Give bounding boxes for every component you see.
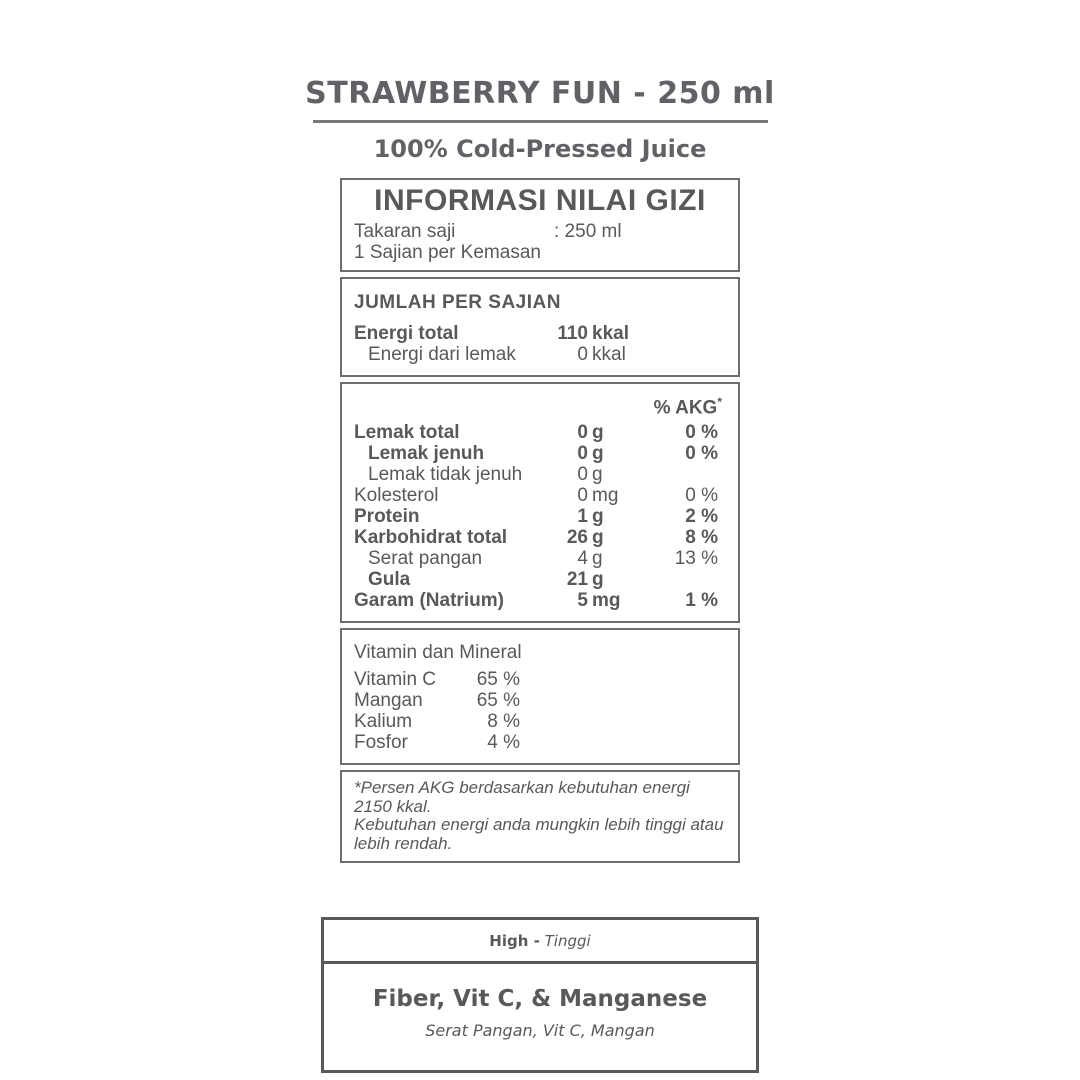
nutrient-unit: mg	[592, 590, 621, 612]
nutrient-pct: 1 %	[685, 590, 718, 612]
highlight-header-indonesian: Tinggi	[544, 932, 591, 951]
nutrient-unit: kkal	[592, 323, 629, 344]
serving-size-value: : 250 ml	[554, 221, 622, 242]
vitamin-row: Kalium 8 %	[354, 711, 726, 732]
vitamins-heading: Vitamin dan Mineral	[354, 642, 522, 664]
nutrient-row: Karbohidrat total 26 g 8 %	[354, 527, 726, 548]
vitamin-row: Fosfor 4 %	[354, 732, 726, 753]
nutrient-unit: g	[592, 506, 604, 528]
servings-per-pack: 1 Sajian per Kemasan	[354, 242, 541, 263]
nutrient-row: Serat pangan 4 g 13 %	[354, 548, 726, 569]
vitamin-pct: 8 %	[487, 711, 520, 733]
nutrient-value: 110	[557, 323, 588, 344]
highlight-body: Fiber, Vit C, & Manganese Serat Pangan, …	[324, 964, 756, 1070]
vitamin-row: Vitamin C 65 %	[354, 669, 726, 690]
akg-box: % AKG* Lemak total 0 g 0 % Lemak jenuh 0…	[340, 382, 740, 624]
serving-size-label: Takaran saji	[354, 221, 456, 242]
nutrient-value: 1	[577, 506, 588, 528]
nutrient-unit: g	[592, 527, 604, 549]
vitamin-pct: 4 %	[487, 732, 520, 754]
nutrient-unit: g	[592, 443, 604, 465]
nutrient-label: Kolesterol	[354, 485, 439, 507]
nutrient-unit: g	[592, 569, 604, 591]
product-title: STRAWBERRY FUN - 250 ml	[305, 76, 775, 111]
nutrient-label: Garam (Natrium)	[354, 590, 504, 612]
nutrient-value: 21	[566, 569, 588, 591]
nutrient-pct: 0 %	[685, 443, 718, 465]
nutrient-row: Energi total 110 kkal	[354, 323, 726, 344]
nutrient-label: Lemak jenuh	[368, 443, 485, 465]
nutrient-row: Lemak total 0 g 0 %	[354, 422, 726, 443]
nutrient-label: Lemak tidak jenuh	[368, 464, 523, 486]
per-serving-box: JUMLAH PER SAJIAN Energi total 110 kkal …	[340, 277, 740, 377]
nutrient-row: Lemak jenuh 0 g 0 %	[354, 443, 726, 464]
nutrient-pct: 8 %	[685, 527, 718, 549]
nutrient-row: Gula 21 g	[354, 569, 726, 590]
nutrient-label: Energi dari lemak	[368, 344, 516, 365]
vitamin-pct: 65 %	[476, 669, 520, 691]
nutrient-pct: 13 %	[674, 548, 718, 570]
vitamin-row: Mangan 65 %	[354, 690, 726, 711]
vitamin-label: Fosfor	[354, 732, 408, 754]
nutrient-label: Energi total	[354, 323, 459, 344]
vitamin-label: Mangan	[354, 690, 423, 712]
highlight-subtitle: Serat Pangan, Vit C, Mangan	[425, 1021, 655, 1041]
akg-header-asterisk: *	[717, 395, 722, 409]
nutrient-pct: 0 %	[685, 485, 718, 507]
nutrient-unit: g	[592, 548, 603, 570]
akg-column-header: % AKG*	[354, 392, 726, 418]
nutrient-unit: g	[592, 422, 604, 444]
nutrient-label: Lemak total	[354, 422, 460, 444]
nutrient-label: Serat pangan	[368, 548, 483, 570]
highlight-title: Fiber, Vit C, & Manganese	[372, 986, 708, 1013]
nutrient-value: 4	[577, 548, 588, 570]
vitamin-pct: 65 %	[476, 690, 520, 712]
nutrient-value: 26	[566, 527, 588, 549]
serving-size-row: Takaran saji : 250 ml	[354, 221, 726, 242]
product-subtitle: 100% Cold-Pressed Juice	[373, 135, 707, 163]
footnote-box: *Persen AKG berdasarkan kebutuhan energi…	[340, 770, 740, 864]
nutrient-value: 0	[577, 443, 588, 465]
nutrient-label: Karbohidrat total	[354, 527, 508, 549]
nutrient-unit: g	[592, 464, 603, 486]
nutrient-unit: mg	[592, 485, 619, 507]
nutrient-row: Lemak tidak jenuh 0 g	[354, 464, 726, 485]
per-serving-heading: JUMLAH PER SAJIAN	[354, 292, 561, 313]
nutrient-row: Energi dari lemak 0 kkal	[354, 344, 726, 365]
vitamins-box: Vitamin dan Mineral Vitamin C 65 % Manga…	[340, 628, 740, 766]
vitamin-label: Kalium	[354, 711, 413, 733]
nutrient-value: 0	[577, 464, 588, 486]
nutrient-row: Protein 1 g 2 %	[354, 506, 726, 527]
nutrient-value: 0	[577, 422, 588, 444]
nutrient-label: Gula	[368, 569, 411, 591]
highlight-box: High - Tinggi Fiber, Vit C, & Manganese …	[321, 917, 759, 1074]
highlight-header-english: High -	[489, 932, 540, 951]
highlight-header: High - Tinggi	[324, 920, 756, 965]
nutrition-title: INFORMASI NILAI GIZI	[374, 184, 706, 217]
header-area: STRAWBERRY FUN - 250 ml 100% Cold-Presse…	[0, 0, 1080, 163]
nutrient-pct: 0 %	[685, 422, 718, 444]
nutrition-header-box: INFORMASI NILAI GIZI Takaran saji : 250 …	[340, 178, 740, 272]
title-divider	[312, 120, 768, 123]
nutrient-pct: 2 %	[685, 506, 718, 528]
nutrient-unit: kkal	[592, 344, 626, 365]
nutrient-value: 0	[577, 344, 588, 365]
nutrient-label: Protein	[354, 506, 420, 528]
nutrient-row: Kolesterol 0 mg 0 %	[354, 485, 726, 506]
nutrition-label: INFORMASI NILAI GIZI Takaran saji : 250 …	[340, 178, 740, 864]
vitamin-label: Vitamin C	[354, 669, 437, 691]
nutrient-value: 0	[577, 485, 588, 507]
nutrient-row: Garam (Natrium) 5 mg 1 %	[354, 590, 726, 611]
nutrient-value: 5	[577, 590, 588, 612]
akg-header-text: % AKG	[653, 397, 718, 419]
